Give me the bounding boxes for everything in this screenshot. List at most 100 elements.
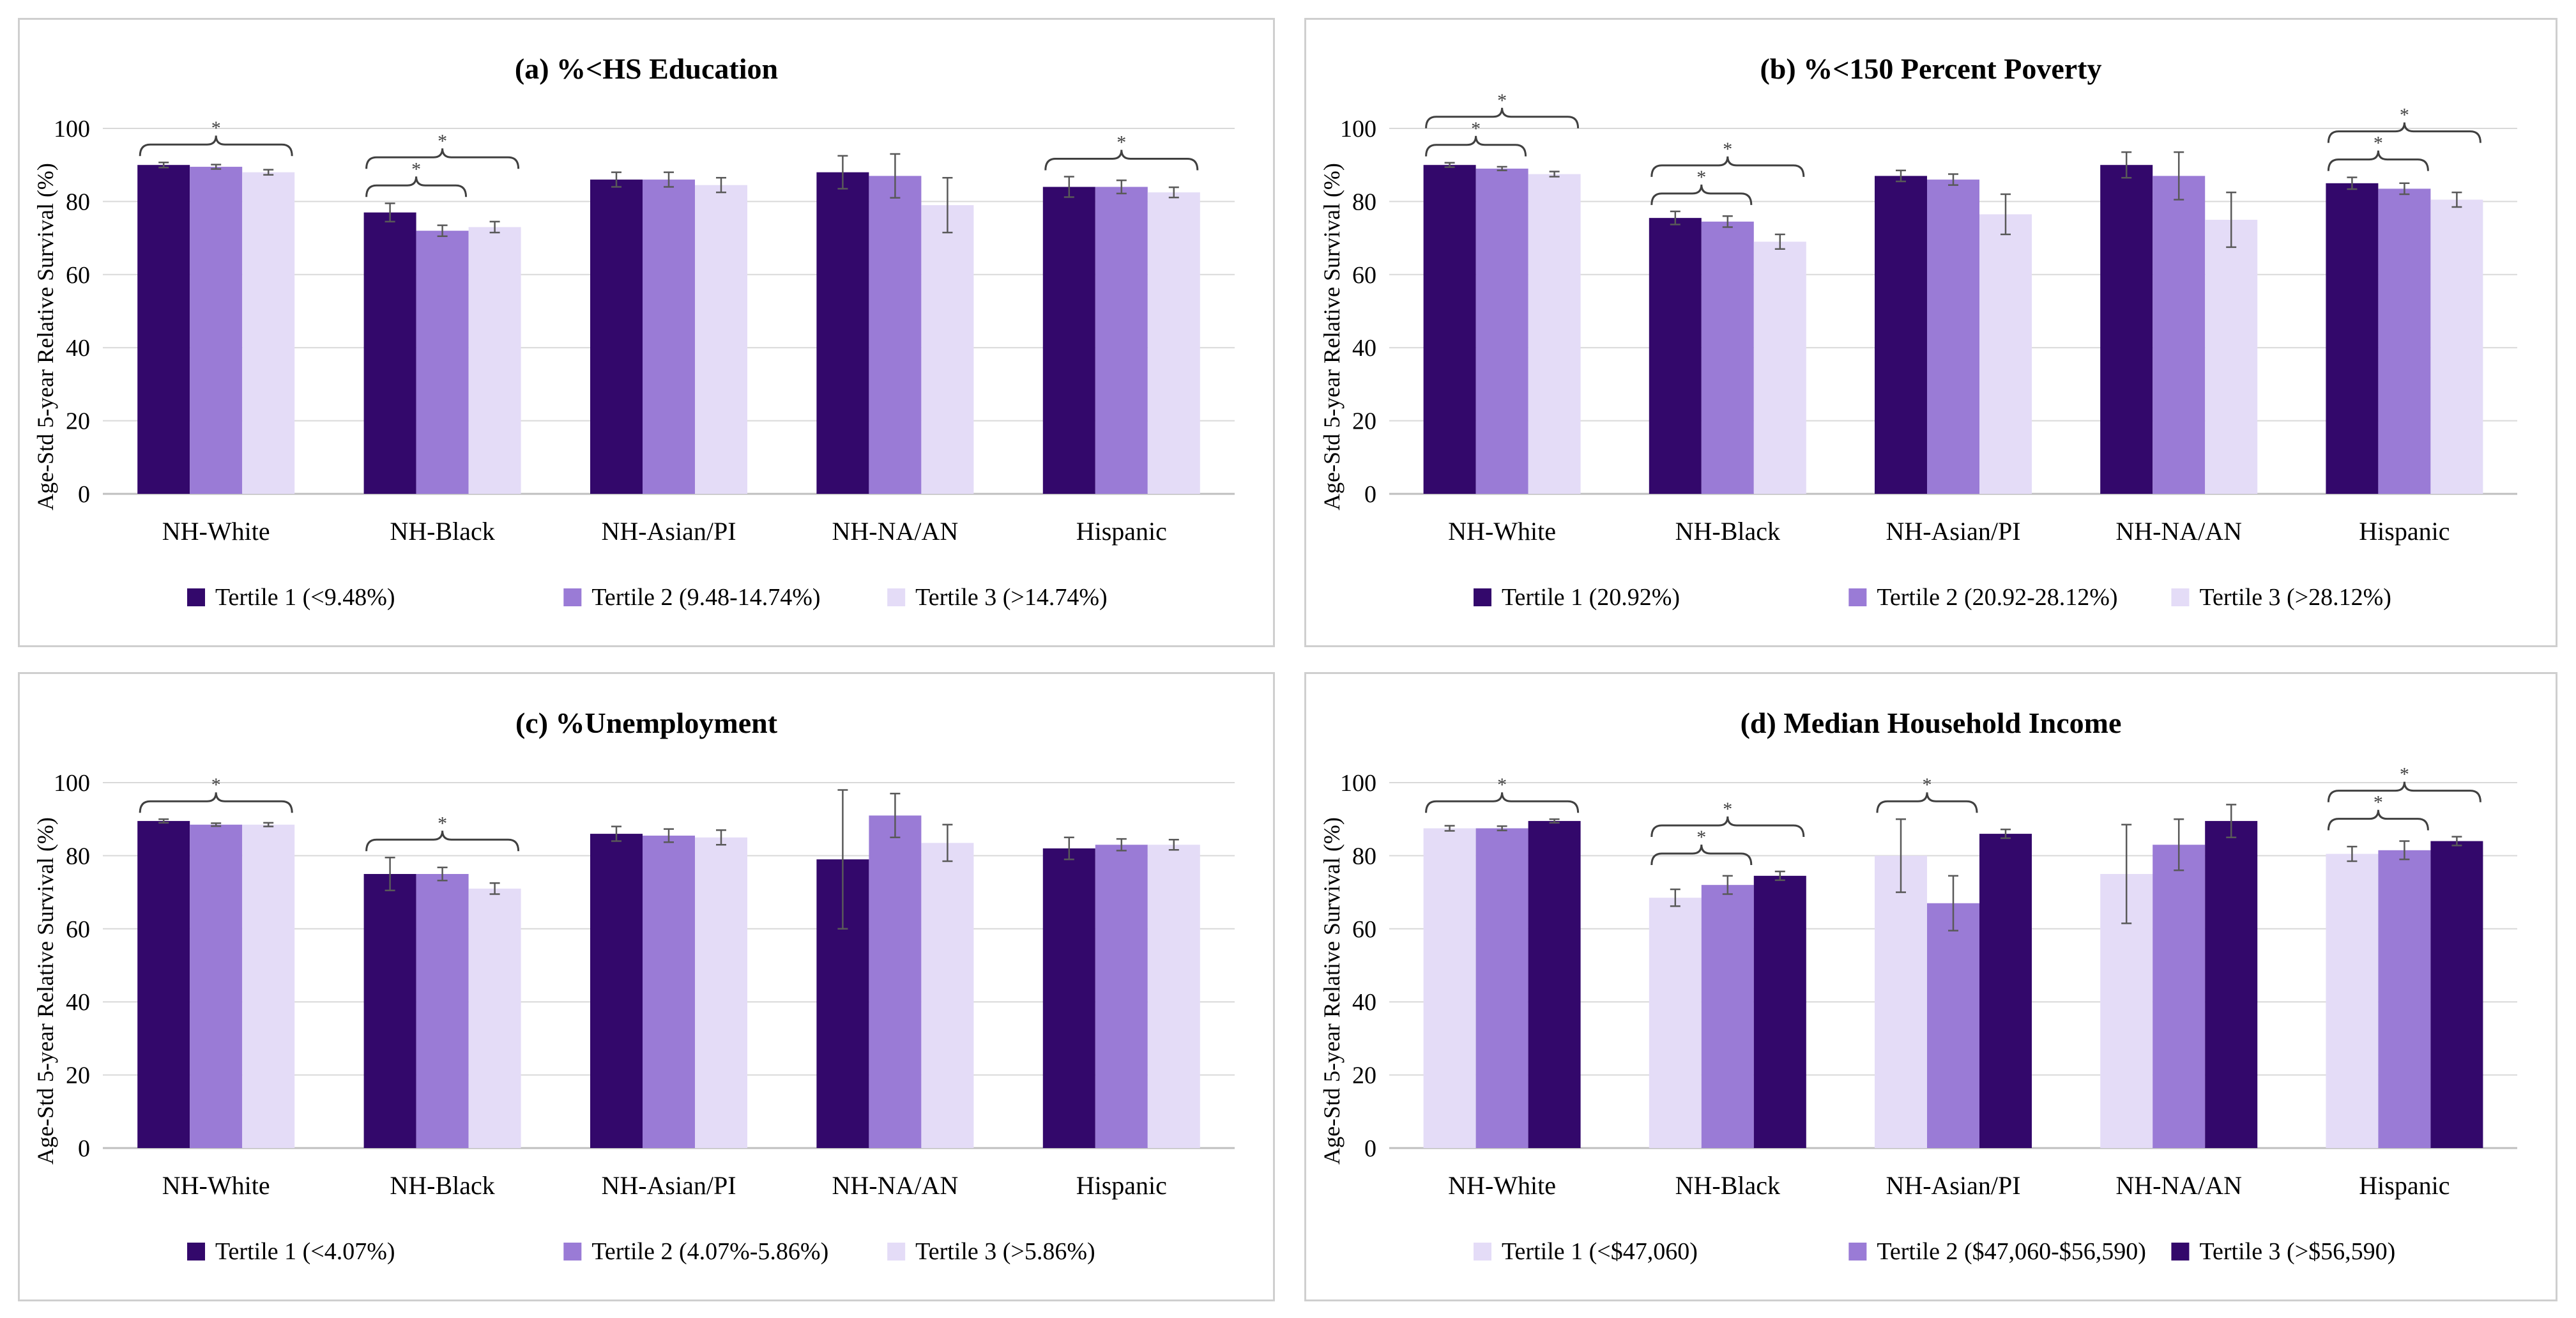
error-bar [890, 792, 901, 839]
x-category-label: Hispanic [1076, 517, 1167, 546]
significance-star: * [211, 118, 221, 139]
bar-hispanic-series-2 [2378, 850, 2431, 1148]
significance-bracket [2327, 150, 2429, 171]
y-axis-label: Age-Std 5-year Relative Survival (%) [1319, 817, 1345, 1165]
chart-title: (a) %<HS Education [515, 52, 778, 85]
y-tick-label: 40 [1352, 989, 1376, 1016]
error-bar [1497, 825, 1507, 832]
legend: Tertile 1 (<4.07%) Tertile 2 (4.07%-5.86%… [187, 1238, 1095, 1265]
error-bar [1774, 870, 1785, 881]
y-tick-label: 0 [1364, 1135, 1376, 1162]
error-bar [1168, 838, 1179, 851]
bar-hispanic-series-3 [1147, 845, 1200, 1148]
bar-nh-asian-pi-series-3 [1979, 214, 2032, 494]
y-tick-label: 100 [54, 116, 90, 142]
error-bar [2347, 176, 2358, 190]
bar-nh-na-an-series-3 [921, 843, 974, 1148]
error-bar [489, 220, 500, 234]
significance-bracket [1425, 107, 1580, 128]
legend: Tertile 1 (<$47,060) Tertile 2 ($47,060-$… [1474, 1238, 2395, 1265]
significance-bracket [365, 176, 468, 197]
chart-c-unemployment: (c) %Unemployment Age-Std 5-year Relative… [33, 707, 1235, 1265]
y-tick-label: 40 [66, 989, 90, 1016]
legend-swatch [187, 1243, 205, 1261]
y-tick-label: 0 [78, 1135, 90, 1162]
significance-bracket [2327, 809, 2429, 831]
legend-swatch [563, 1243, 582, 1261]
bar-nh-asian-pi-series-3 [1979, 834, 2032, 1148]
significance-brackets: * * * * [139, 118, 1199, 197]
error-bar [1116, 838, 1127, 852]
y-tick-label: 80 [1352, 843, 1376, 870]
legend: Tertile 1 (<9.48%) Tertile 2 (9.48-14.74%… [187, 584, 1108, 611]
legend-label: Tertile 1 (<9.48%) [215, 584, 395, 611]
error-bar [1116, 179, 1127, 195]
error-bar [385, 857, 395, 891]
bar-nh-black-series-1 [363, 212, 416, 494]
panel-d-income: (d) Median Household Income Age-Std 5-yea… [1304, 672, 2557, 1301]
bar-nh-asian-pi-series-2 [1927, 180, 1979, 494]
error-bar [1948, 875, 1958, 931]
legend-swatch [1474, 1243, 1491, 1261]
error-bar [1063, 176, 1074, 198]
y-tick-label: 40 [1352, 335, 1376, 362]
error-bar [2451, 836, 2462, 847]
error-bar [716, 829, 726, 846]
bar-nh-asian-pi-series-1 [590, 834, 643, 1148]
x-category-label: NH-White [162, 1171, 270, 1200]
legend-label: Tertile 1 (20.92%) [1502, 584, 1680, 611]
error-bar [2001, 828, 2011, 839]
significance-star: * [1723, 139, 1732, 160]
error-bar [716, 176, 726, 194]
chart-title: (d) Median Household Income [1741, 707, 2122, 739]
error-bar [2226, 804, 2237, 839]
significance-bracket [365, 831, 520, 852]
x-category-label: NH-Black [390, 517, 494, 546]
bar-nh-white-series-2 [1475, 168, 1528, 494]
bar-hispanic-series-1 [1042, 848, 1095, 1148]
error-bar [263, 169, 274, 176]
chart-title: (b) %<150 Percent Poverty [1760, 52, 2101, 85]
significance-bracket [1650, 184, 1753, 205]
significance-star: * [211, 774, 221, 795]
bar-nh-white-series-1 [137, 165, 190, 494]
bar-nh-asian-pi-series-1 [590, 180, 643, 494]
significance-star: * [2374, 133, 2383, 154]
error-bar [611, 171, 621, 188]
error-bar [1497, 165, 1507, 172]
y-tick-label: 0 [1364, 481, 1376, 508]
bar-nh-black-series-3 [468, 888, 521, 1148]
bars [1423, 804, 2483, 1148]
bars [1423, 151, 2483, 494]
y-axis-label: Age-Std 5-year Relative Survival (%) [1319, 163, 1345, 510]
significance-star: * [438, 130, 447, 151]
bars [137, 789, 1200, 1148]
bar-nh-na-an-series-2 [2153, 176, 2206, 494]
bar-nh-black-series-1 [363, 874, 416, 1148]
legend-swatch [2171, 588, 2190, 606]
bar-nh-white-series-3 [242, 824, 295, 1148]
panel-a-hs-education: (a) %<HS Education Age-Std 5-year Relativ… [18, 18, 1275, 647]
bar-nh-na-an-series-1 [2100, 165, 2153, 494]
legend-label: Tertile 3 (>$56,590) [2199, 1238, 2395, 1265]
chart-title: (c) %Unemployment [515, 707, 778, 739]
legend-swatch [563, 588, 582, 606]
significance-star: * [1117, 132, 1126, 153]
bar-hispanic-series-1 [1042, 187, 1095, 494]
significance-star: * [411, 158, 421, 180]
significance-star: * [1696, 827, 1706, 848]
error-bar [1722, 875, 1733, 895]
error-bar [2347, 845, 2358, 862]
error-bar [2451, 191, 2462, 208]
error-bar [2174, 818, 2184, 871]
x-category-label: NH-Black [390, 1171, 494, 1200]
significance-star: * [2400, 105, 2409, 126]
error-bar [2399, 182, 2410, 195]
bar-nh-black-series-2 [1701, 885, 1754, 1148]
error-bar [385, 203, 395, 223]
error-bar [1896, 169, 1906, 183]
legend-label: Tertile 2 ($47,060-$56,590) [1877, 1238, 2146, 1265]
y-tick-label: 60 [1352, 262, 1376, 289]
error-bar [437, 866, 448, 882]
x-category-label: Hispanic [2359, 517, 2450, 546]
